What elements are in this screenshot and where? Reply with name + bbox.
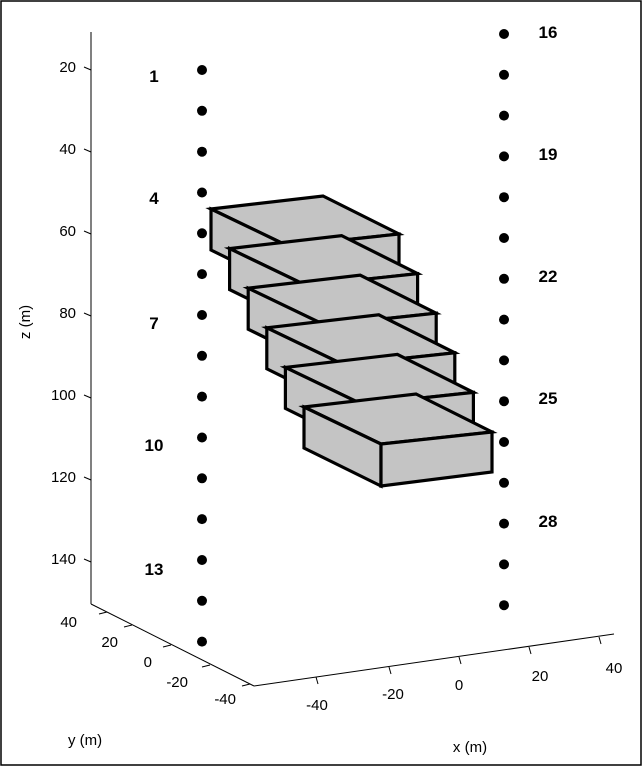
sensor-dot: [197, 310, 207, 320]
z-tick-label: 40: [59, 141, 76, 158]
y-tick-label: -40: [214, 691, 236, 708]
sensor-dot: [499, 477, 509, 488]
sensor-number-label: 28: [539, 512, 558, 531]
y-tick-label: -20: [166, 674, 188, 691]
stacked-blocks: [205, 194, 498, 489]
sensor-dot: [197, 636, 207, 647]
sensor-number-label: 22: [539, 267, 558, 286]
sensor-number-label: 1: [149, 67, 158, 86]
left-column-labels: 1 4 7 10 13: [145, 67, 164, 579]
x-axis-label: x (m): [453, 739, 487, 756]
sensor-dot: [499, 192, 509, 203]
sensor-dot: [499, 600, 509, 611]
x-tick-label: -40: [306, 697, 328, 714]
z-tick-label: 100: [51, 387, 76, 404]
y-tick-label: 40: [60, 614, 77, 631]
sensor-dot: [197, 228, 207, 239]
sensor-dot: [499, 69, 509, 80]
sensor-dot: [499, 437, 509, 447]
sensor-dot: [499, 273, 509, 284]
x-tick-label: 0: [455, 677, 463, 694]
sensor-dot: [197, 105, 207, 116]
sensor-dot: [197, 146, 207, 157]
axes: [90, 32, 615, 687]
sensor-number-label: 10: [145, 436, 164, 455]
sensor-dot: [499, 151, 509, 162]
sensor-number-label: 16: [539, 23, 558, 42]
sensor-dot: [197, 473, 207, 484]
z-tick-label: 80: [59, 305, 76, 322]
x-axis-line: [253, 633, 615, 687]
sensor-dot: [499, 314, 509, 325]
sensor-number-label: 7: [149, 314, 158, 333]
block: [298, 392, 498, 489]
x-tick-label: 40: [606, 660, 623, 677]
left-sensor-column: [197, 65, 207, 647]
sensor-dot: [197, 269, 207, 280]
sensor-dot: [197, 514, 207, 525]
x-tick-label: 20: [532, 668, 549, 685]
z-tick-label: 60: [59, 223, 76, 240]
sensor-dot: [499, 110, 509, 121]
x-tick-label: -20: [382, 686, 404, 703]
y-tick-label: 20: [101, 634, 118, 651]
z-tick-label: 140: [51, 551, 76, 568]
sensor-dot: [499, 518, 509, 529]
y-tick-label: 0: [144, 654, 152, 671]
sensor-number-label: 19: [539, 145, 558, 164]
right-column-labels: 16 19 22 25 28: [539, 23, 558, 531]
sensor-dot: [499, 355, 509, 366]
sensor-dot: [197, 432, 207, 443]
sensor-dot: [197, 595, 207, 606]
sensor-number-label: 25: [539, 389, 558, 408]
y-axis: 40 20 0 -20 -40 y (m): [60, 611, 251, 749]
sensor-number-label: 4: [149, 189, 159, 208]
z-tick-label: 20: [59, 59, 76, 76]
x-axis: -40 -20 0 20 40 x (m): [306, 636, 623, 756]
sensor-dot: [499, 396, 509, 407]
sensor-dot: [197, 350, 207, 361]
sensor-number-label: 13: [145, 560, 164, 579]
z-axis-label: z (m): [17, 305, 34, 339]
right-sensor-column: [499, 29, 509, 611]
y-axis-line: [90, 603, 255, 687]
y-axis-label: y (m): [68, 732, 102, 749]
z-axis: 20 40 60 80 100 120 140 z (m): [17, 59, 92, 568]
sensor-dot: [197, 391, 207, 402]
sensor-dot: [499, 559, 509, 570]
sensor-dot: [197, 187, 207, 198]
block-front-face: [379, 430, 494, 488]
sensor-dot: [499, 29, 509, 39]
sensor-dot: [499, 233, 509, 243]
z-tick-label: 120: [51, 469, 76, 486]
sensor-dot: [197, 65, 207, 75]
sensor-dot: [197, 555, 207, 565]
